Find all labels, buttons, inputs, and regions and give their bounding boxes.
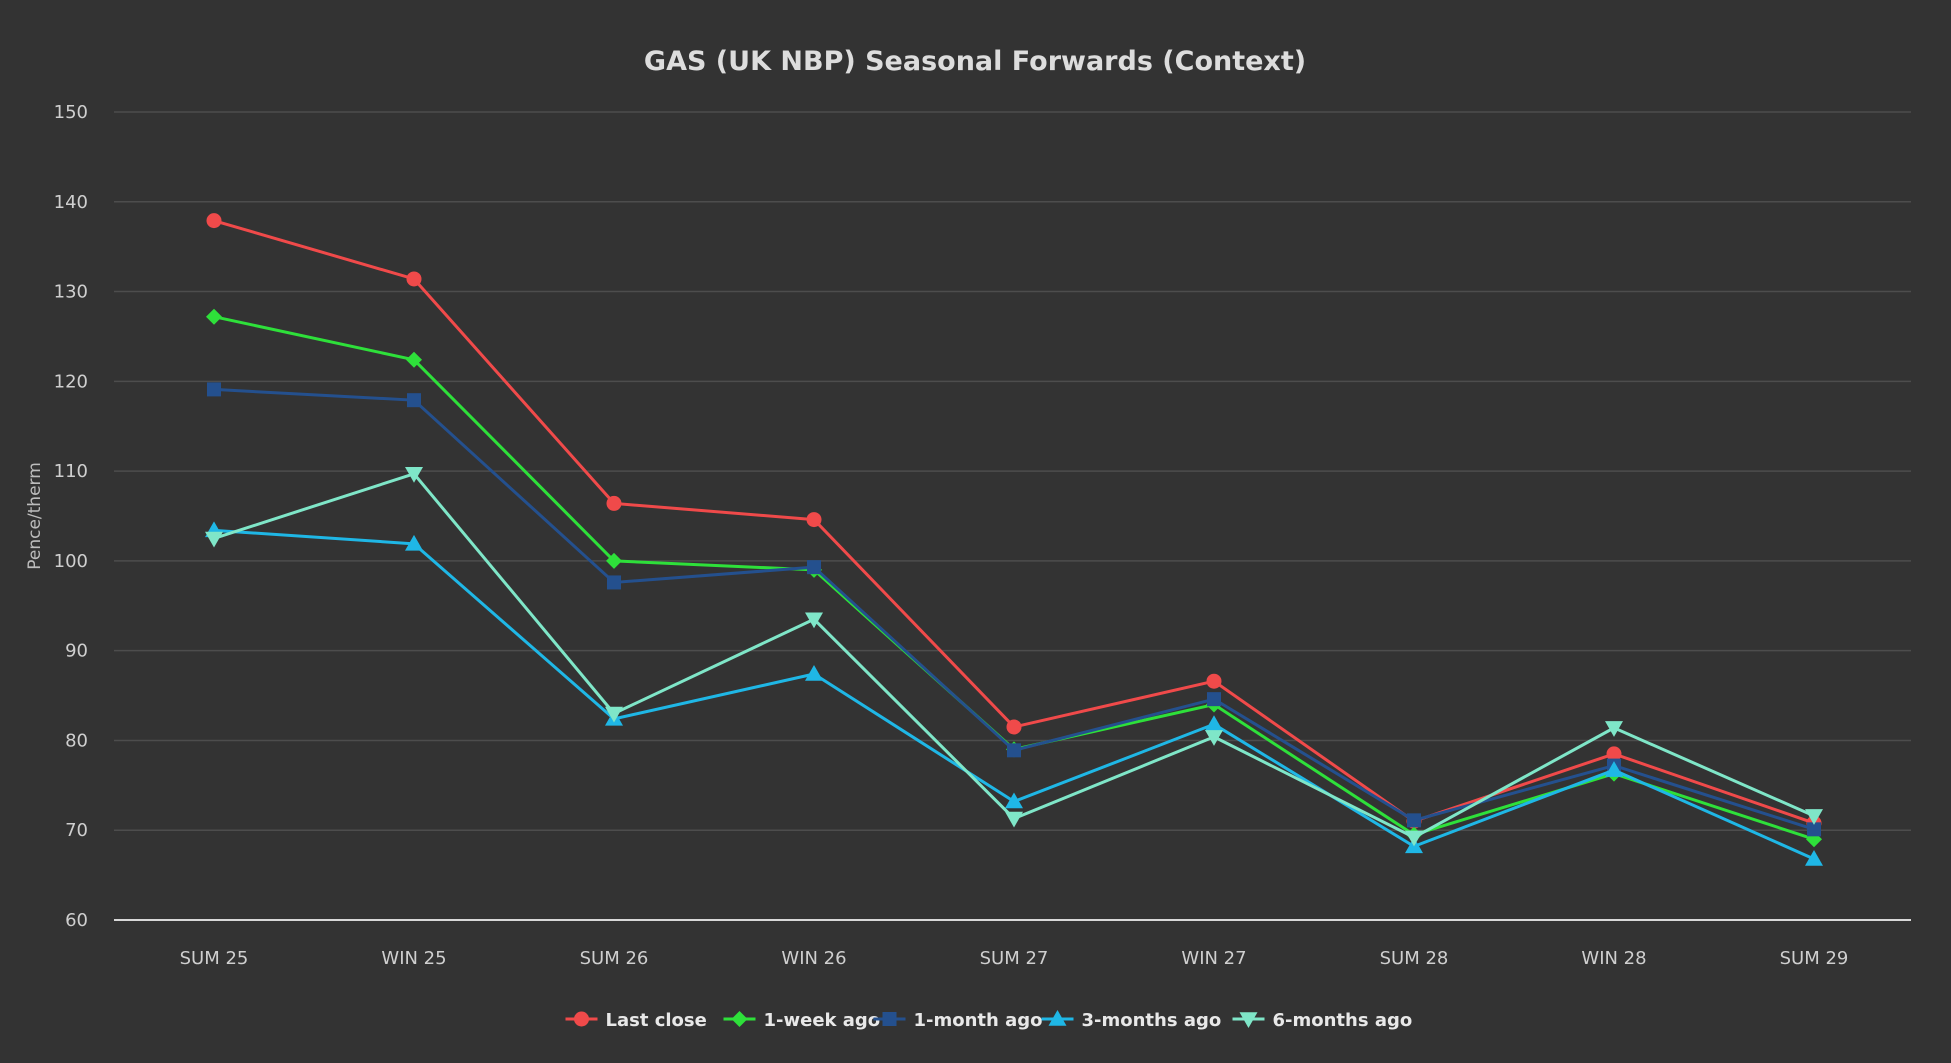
data-point: [1606, 746, 1622, 762]
axes: 60 70 80 90 100 110 120 130 140 150 SUM 25 WIN 25 SU…: [54, 102, 1911, 969]
data-point: [1405, 830, 1423, 847]
x-tick-label: SUM 25: [180, 948, 249, 969]
data-point: [805, 665, 823, 681]
data-point: [1206, 673, 1222, 689]
series-last-close: [206, 213, 1822, 831]
y-tick-label: 100: [54, 551, 88, 572]
data-point: [1007, 743, 1021, 758]
data-point: [805, 612, 823, 629]
legend-label: 1-week ago: [764, 1010, 881, 1031]
data-point: [1605, 721, 1623, 737]
y-tick-label: 120: [54, 371, 88, 392]
data-point: [205, 531, 223, 548]
data-point: [1207, 692, 1221, 707]
y-axis-label: Pence/therm: [25, 462, 45, 570]
legend-item[interactable]: 6-months ago: [1232, 1010, 1413, 1031]
legend-label: 1-month ago: [914, 1010, 1043, 1031]
data-point: [607, 575, 621, 590]
x-tick-label: WIN 28: [1581, 948, 1646, 969]
data-point: [807, 560, 821, 575]
legend-item[interactable]: 1-month ago: [873, 1010, 1043, 1031]
y-tick-label: 150: [54, 102, 88, 123]
data-point: [1407, 813, 1421, 828]
x-tick-label: SUM 26: [580, 948, 649, 969]
data-point: [405, 467, 423, 483]
legend-item[interactable]: 1-week ago: [723, 1010, 881, 1031]
data-point: [1205, 715, 1223, 732]
data-point: [1005, 811, 1023, 828]
data-point: [605, 706, 623, 723]
legend: Last close 1-week ago 1-month ago 3-months …: [565, 1010, 1413, 1031]
legend-label: Last close: [606, 1010, 707, 1031]
data-point: [606, 552, 622, 569]
data-point: [1205, 730, 1223, 746]
y-tick-label: 140: [54, 192, 88, 213]
data-point: [207, 382, 221, 397]
data-point: [1807, 822, 1821, 837]
legend-item[interactable]: 3-months ago: [1041, 1010, 1222, 1031]
chart-title: GAS (UK NBP) Seasonal Forwards (Context): [644, 46, 1306, 77]
legend-marker: [731, 1011, 748, 1027]
data-point: [206, 213, 222, 229]
legend-item[interactable]: Last close: [565, 1010, 707, 1031]
legend-marker: [1239, 1012, 1258, 1028]
data-point: [407, 393, 421, 408]
y-tick-label: 80: [65, 730, 88, 751]
data-point: [405, 534, 423, 551]
y-tick-label: 130: [54, 282, 88, 303]
series-line: [213, 528, 1815, 861]
y-tick-label: 70: [65, 820, 88, 841]
data-point: [206, 308, 222, 325]
data-point: [1005, 792, 1023, 809]
legend-label: 6-months ago: [1273, 1010, 1413, 1031]
x-tick-label: SUM 29: [1780, 948, 1849, 969]
series-group: [205, 213, 1823, 866]
data-point: [1805, 849, 1823, 866]
data-point: [806, 512, 822, 528]
x-tick-label: SUM 27: [980, 948, 1049, 969]
x-tick-label: WIN 27: [1181, 948, 1246, 969]
series-1-month-ago: [207, 382, 1821, 837]
series-6-months-ago: [205, 467, 1823, 847]
y-tick-label: 110: [54, 461, 88, 482]
data-point: [1805, 809, 1823, 825]
series-line: [213, 387, 1815, 831]
series-3-months-ago: [205, 521, 1823, 866]
data-point: [1605, 761, 1623, 777]
y-tick-label: 90: [65, 641, 88, 662]
x-tick-label: WIN 25: [381, 948, 446, 969]
series-line: [213, 472, 1815, 839]
legend-marker: [574, 1011, 589, 1027]
data-point: [606, 495, 622, 511]
legend-label: 3-months ago: [1082, 1010, 1222, 1031]
data-point: [1006, 719, 1022, 735]
x-tick-label: WIN 26: [781, 948, 846, 969]
y-tick-label: 60: [65, 910, 88, 931]
data-point: [406, 271, 422, 287]
legend-marker: [1048, 1010, 1067, 1026]
legend-marker: [882, 1012, 897, 1026]
x-tick-label: SUM 28: [1380, 948, 1449, 969]
data-point: [406, 351, 422, 368]
